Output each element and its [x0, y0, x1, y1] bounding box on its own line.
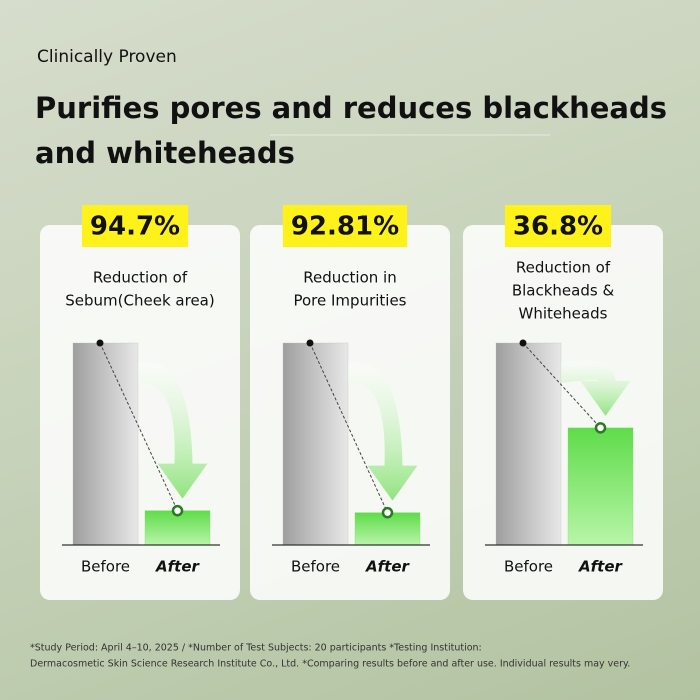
highlight-box — [504, 205, 612, 247]
dot — [171, 504, 184, 517]
dot — [96, 339, 104, 347]
eyebrow: Clinically Proven — [37, 47, 177, 67]
dot — [594, 422, 607, 434]
arrow — [348, 362, 418, 501]
arrow — [138, 362, 208, 499]
x-tick-label: After — [365, 558, 410, 576]
chart-title: Reduction in — [303, 269, 396, 287]
x-tick-label: Before — [81, 558, 130, 576]
highlight-value: 94.7% — [90, 212, 180, 242]
highlight: 94.7% — [81, 205, 189, 247]
bar — [567, 427, 634, 546]
connector — [309, 342, 388, 513]
x-tick-label: After — [155, 558, 200, 576]
footnote: Dermacosmetic Skin Science Research Inst… — [30, 659, 630, 670]
connector — [99, 342, 178, 511]
arrow — [561, 360, 631, 416]
x-tick-label: Before — [291, 558, 340, 576]
chart-title: Pore Impurities — [293, 292, 406, 310]
highlight-value: 92.81% — [291, 212, 399, 242]
chart-title: Sebum(Cheek area) — [65, 292, 214, 310]
highlight-box — [282, 205, 408, 247]
bar — [495, 342, 562, 546]
highlight: 92.81% — [282, 205, 408, 247]
highlight: 36.8% — [504, 205, 612, 247]
dot — [381, 506, 394, 519]
chart-title: Blackheads & — [512, 282, 615, 300]
bar — [72, 342, 139, 546]
chart-title: Reduction of — [516, 259, 611, 277]
headline: and whiteheads — [35, 136, 295, 170]
bar — [282, 342, 349, 546]
chart-title: Whiteheads — [519, 305, 608, 323]
highlight-box — [81, 205, 189, 247]
dot — [306, 339, 314, 347]
dot — [519, 339, 527, 347]
headline: Purifies pores and reduces blackheads — [35, 91, 667, 125]
connector — [522, 342, 601, 429]
highlight-value: 36.8% — [513, 212, 603, 242]
chart-title: Reduction of — [93, 269, 188, 287]
footnote: *Study Period: April 4–10, 2025 / *Numbe… — [30, 643, 482, 654]
x-tick-label: Before — [504, 558, 553, 576]
x-tick-label: After — [578, 558, 623, 576]
